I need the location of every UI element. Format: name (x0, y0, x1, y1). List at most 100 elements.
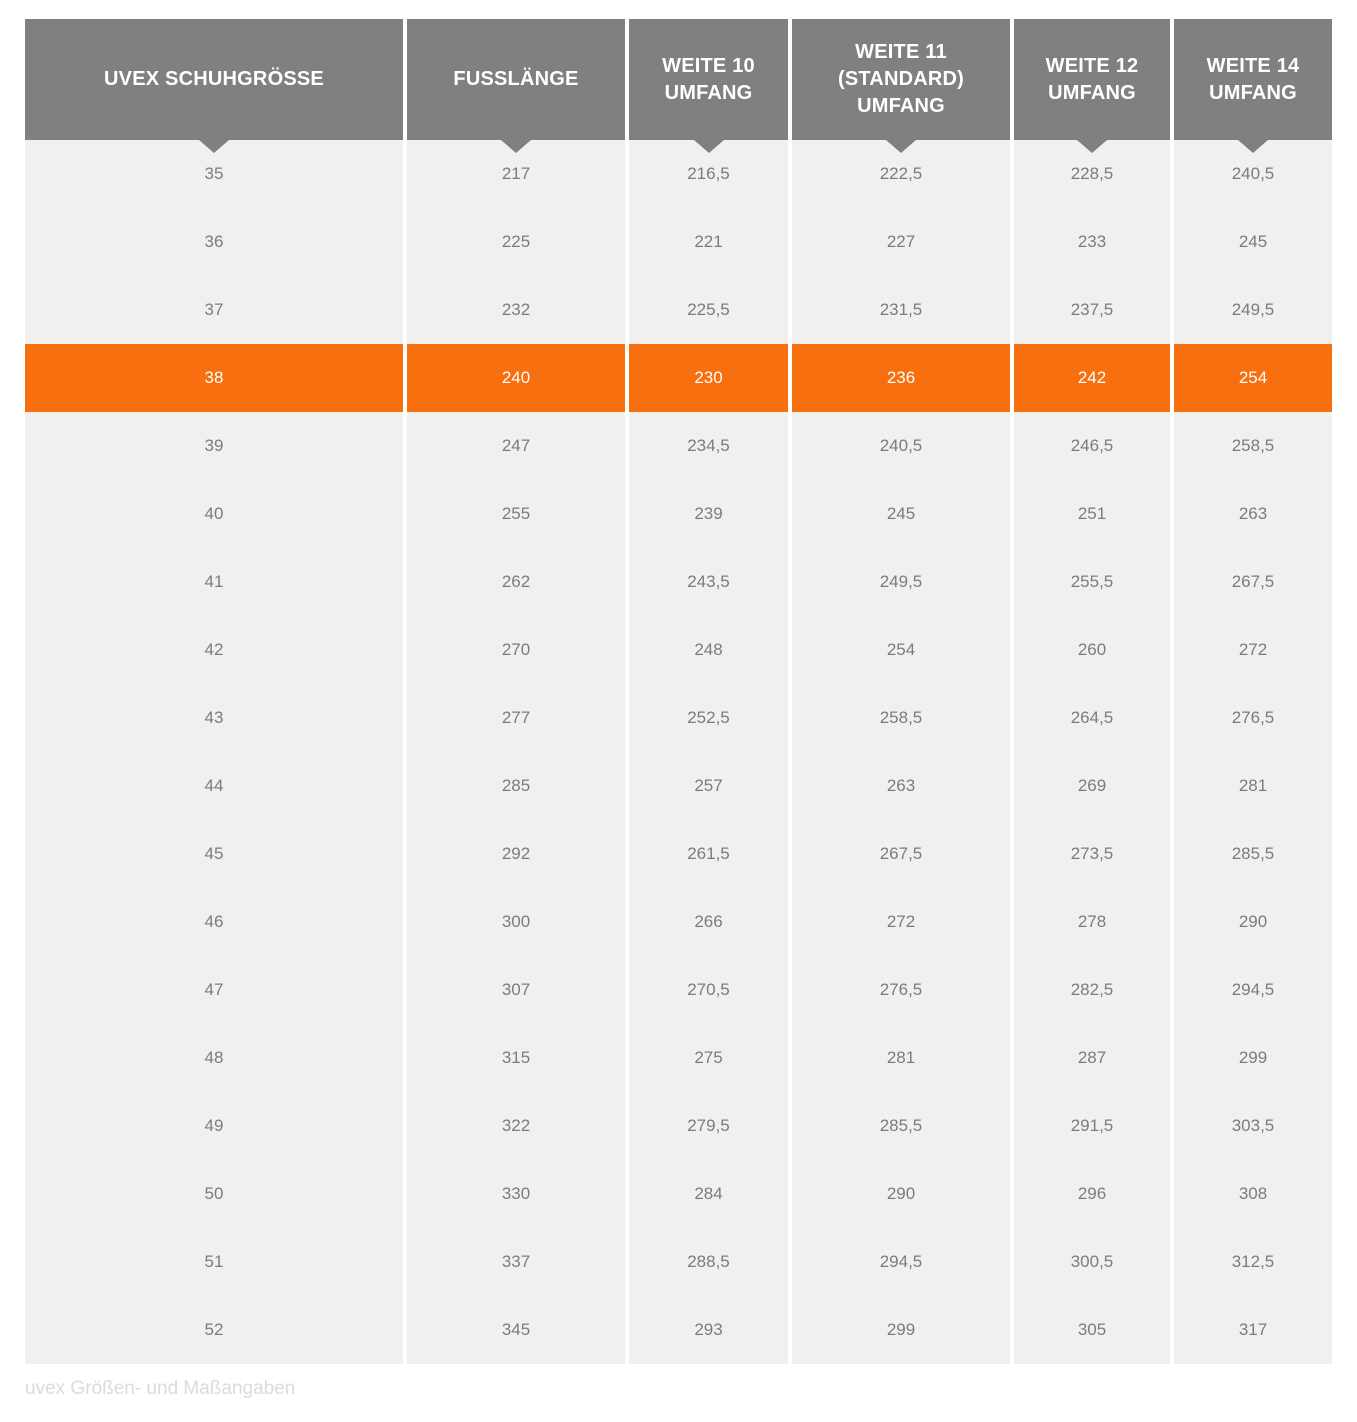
table-cell: 299 (792, 1296, 1010, 1364)
header-pointer-down-icon (501, 140, 531, 153)
table-cell: 44 (25, 752, 403, 820)
header-pointer-down-icon (693, 140, 724, 153)
table-cell: 270,5 (629, 956, 788, 1024)
table-cell: 37 (25, 276, 403, 344)
table-cell: 51 (25, 1228, 403, 1296)
table-cell: 240 (407, 344, 625, 412)
table-cell: 330 (407, 1160, 625, 1228)
table-cell: 242 (1014, 344, 1170, 412)
table-cell: 308 (1174, 1160, 1332, 1228)
table-cell: 231,5 (792, 276, 1010, 344)
table-cell: 237,5 (1014, 276, 1170, 344)
table-cell: 245 (792, 480, 1010, 548)
table-cell: 36 (25, 208, 403, 276)
table-cell: 255,5 (1014, 548, 1170, 616)
table-cell: 285,5 (792, 1092, 1010, 1160)
table-cell: 276,5 (792, 956, 1010, 1024)
table-row-size-44: 44 285 257 263 269 281 (25, 752, 1332, 820)
table-cell: 281 (792, 1024, 1010, 1092)
table-cell: 255 (407, 480, 625, 548)
table-cell: 254 (1174, 344, 1332, 412)
table-cell: 234,5 (629, 412, 788, 480)
table-cell: 299 (1174, 1024, 1332, 1092)
header-pointer-down-icon (1077, 140, 1107, 153)
table-cell: 296 (1014, 1160, 1170, 1228)
table-cell: 273,5 (1014, 820, 1170, 888)
table-cell: 293 (629, 1296, 788, 1364)
table-cell: 239 (629, 480, 788, 548)
header-pointer-down-icon (1238, 140, 1268, 153)
table-cell: 317 (1174, 1296, 1332, 1364)
table-cell: 47 (25, 956, 403, 1024)
table-cell: 285 (407, 752, 625, 820)
column-header-label: WEITE 14 (1206, 54, 1300, 77)
table-cell: 345 (407, 1296, 625, 1364)
column-header-weite-12-umfang: WEITE 12 UMFANG (1014, 19, 1170, 153)
table-cell: 276,5 (1174, 684, 1332, 752)
table-cell: 290 (792, 1160, 1010, 1228)
table-cell: 290 (1174, 888, 1332, 956)
table-row-size-49: 49 322 279,5 285,5 291,5 303,5 (25, 1092, 1332, 1160)
table-cell: 49 (25, 1092, 403, 1160)
column-header-label: UMFANG (1209, 81, 1297, 104)
table-cell: 266 (629, 888, 788, 956)
table-cell: 46 (25, 888, 403, 956)
table-cell: 262 (407, 548, 625, 616)
table-cell: 260 (1014, 616, 1170, 684)
column-header-label: FUSSLÄNGE (453, 68, 579, 90)
column-header-weite-10-umfang: WEITE 10 UMFANG (629, 19, 788, 153)
table-cell: 275 (629, 1024, 788, 1092)
table-cell: 258,5 (1174, 412, 1332, 480)
table-row-size-48: 48 315 275 281 287 299 (25, 1024, 1332, 1092)
table-cell: 249,5 (1174, 276, 1332, 344)
table-cell: 246,5 (1014, 412, 1170, 480)
table-cell: 277 (407, 684, 625, 752)
table-cell: 261,5 (629, 820, 788, 888)
table-cell: 281 (1174, 752, 1332, 820)
table-cell: 267,5 (1174, 548, 1332, 616)
table-cell: 251 (1014, 480, 1170, 548)
table-row-size-51: 51 337 288,5 294,5 300,5 312,5 (25, 1228, 1332, 1296)
column-header-label: (STANDARD) (837, 68, 965, 90)
table-caption: uvex Größen- und Maßangaben (25, 1378, 296, 1399)
table-cell: 267,5 (792, 820, 1010, 888)
table-cell: 228,5 (1014, 140, 1170, 208)
table-cell: 282,5 (1014, 956, 1170, 1024)
table-cell: 52 (25, 1296, 403, 1364)
table-row-size-45: 45 292 261,5 267,5 273,5 285,5 (25, 820, 1332, 888)
table-row-size-36: 36 225 221 227 233 245 (25, 208, 1332, 276)
column-header-uvex-schuhgroesse: UVEX SCHUHGRÖSSE (25, 19, 403, 153)
table-cell: 39 (25, 412, 403, 480)
header-pointer-down-icon (199, 140, 229, 153)
table-cell: 264,5 (1014, 684, 1170, 752)
table-cell: 240,5 (792, 412, 1010, 480)
table-cell: 41 (25, 548, 403, 616)
table-cell: 291,5 (1014, 1092, 1170, 1160)
table-row-size-50: 50 330 284 290 296 308 (25, 1160, 1332, 1228)
table-cell: 285,5 (1174, 820, 1332, 888)
table-cell: 278 (1014, 888, 1170, 956)
table-cell: 300 (407, 888, 625, 956)
table-cell: 232 (407, 276, 625, 344)
table-cell: 233 (1014, 208, 1170, 276)
table-cell: 269 (1014, 752, 1170, 820)
table-cell: 294,5 (1174, 956, 1332, 1024)
header-row: UVEX SCHUHGRÖSSE FUSSLÄNGE WEITE 10 UMFANG W… (25, 19, 1332, 153)
table-cell: 42 (25, 616, 403, 684)
table-row-size-38: 38 240 230 236 242 254 (25, 344, 1332, 412)
table-cell: 243,5 (629, 548, 788, 616)
table-cell: 50 (25, 1160, 403, 1228)
table-cell: 294,5 (792, 1228, 1010, 1296)
column-header-label: WEITE 12 (1045, 54, 1139, 77)
table-cell: 48 (25, 1024, 403, 1092)
table-cell: 45 (25, 820, 403, 888)
table-cell: 40 (25, 480, 403, 548)
table-cell: 263 (1174, 480, 1332, 548)
column-header-weite-14-umfang: WEITE 14 UMFANG (1174, 19, 1332, 153)
table-cell: 288,5 (629, 1228, 788, 1296)
table-cell: 287 (1014, 1024, 1170, 1092)
table-cell: 279,5 (629, 1092, 788, 1160)
table-cell: 337 (407, 1228, 625, 1296)
size-table: UVEX SCHUHGRÖSSE FUSSLÄNGE WEITE 10 UMFANG W… (25, 19, 1332, 1364)
